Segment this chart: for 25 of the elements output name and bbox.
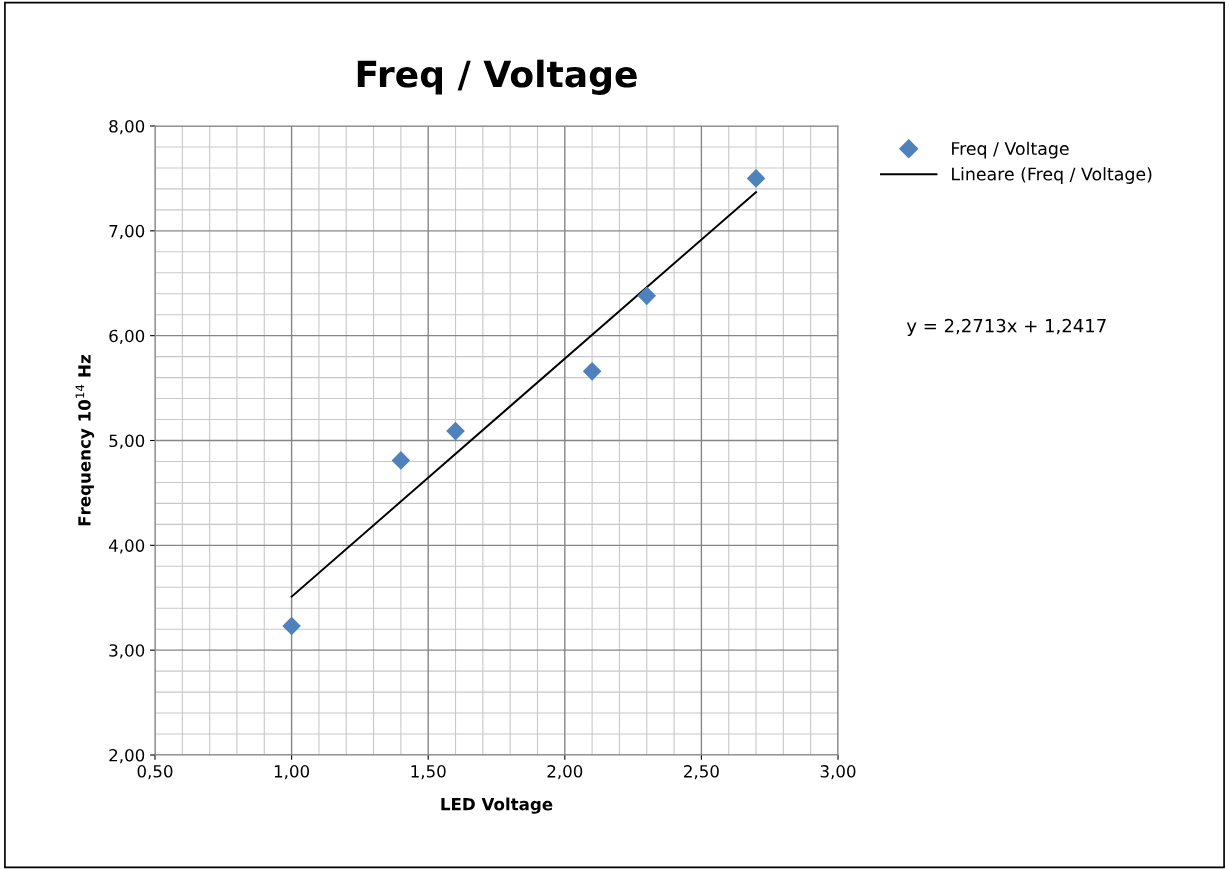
x-tick-label: 2,50 [684,765,719,780]
legend-label: Lineare (Freq / Voltage) [952,167,1152,184]
y-tick-label: 5,00 [109,434,145,449]
y-tick-label: 8,00 [109,119,145,135]
y-tick-label: 6,00 [109,329,145,344]
point [282,616,301,636]
x-tick-label: 1,50 [411,765,446,780]
chart-title: Freq / Voltage [357,59,637,95]
text: y = 2,2713x + 1,2417 [906,318,1106,337]
x-tick-label: 0,50 [137,765,173,780]
point [637,286,657,306]
point [582,361,602,381]
x-tick-label: 1,00 [274,765,310,780]
point [391,451,411,470]
point [746,169,766,188]
y-tick-label: 3,00 [109,644,145,659]
x-tick-label: 3,00 [820,765,856,780]
x-tick-label: 2,00 [547,765,583,780]
y-axis-title: Frequency 10$^{14}$ Hz [75,355,95,526]
y-tick-label: 4,00 [108,539,145,554]
legend-label: Freq / Voltage [952,141,1069,159]
y-tick-label: 7,00 [109,224,145,240]
point [446,421,465,441]
y-tick-label: 2,00 [109,748,145,764]
x-axis-title: LED Voltage [441,797,553,814]
